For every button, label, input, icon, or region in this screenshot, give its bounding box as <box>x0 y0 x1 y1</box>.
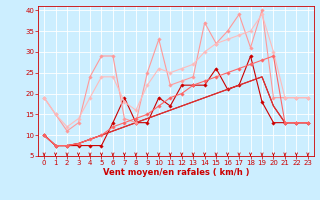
X-axis label: Vent moyen/en rafales ( km/h ): Vent moyen/en rafales ( km/h ) <box>103 168 249 177</box>
